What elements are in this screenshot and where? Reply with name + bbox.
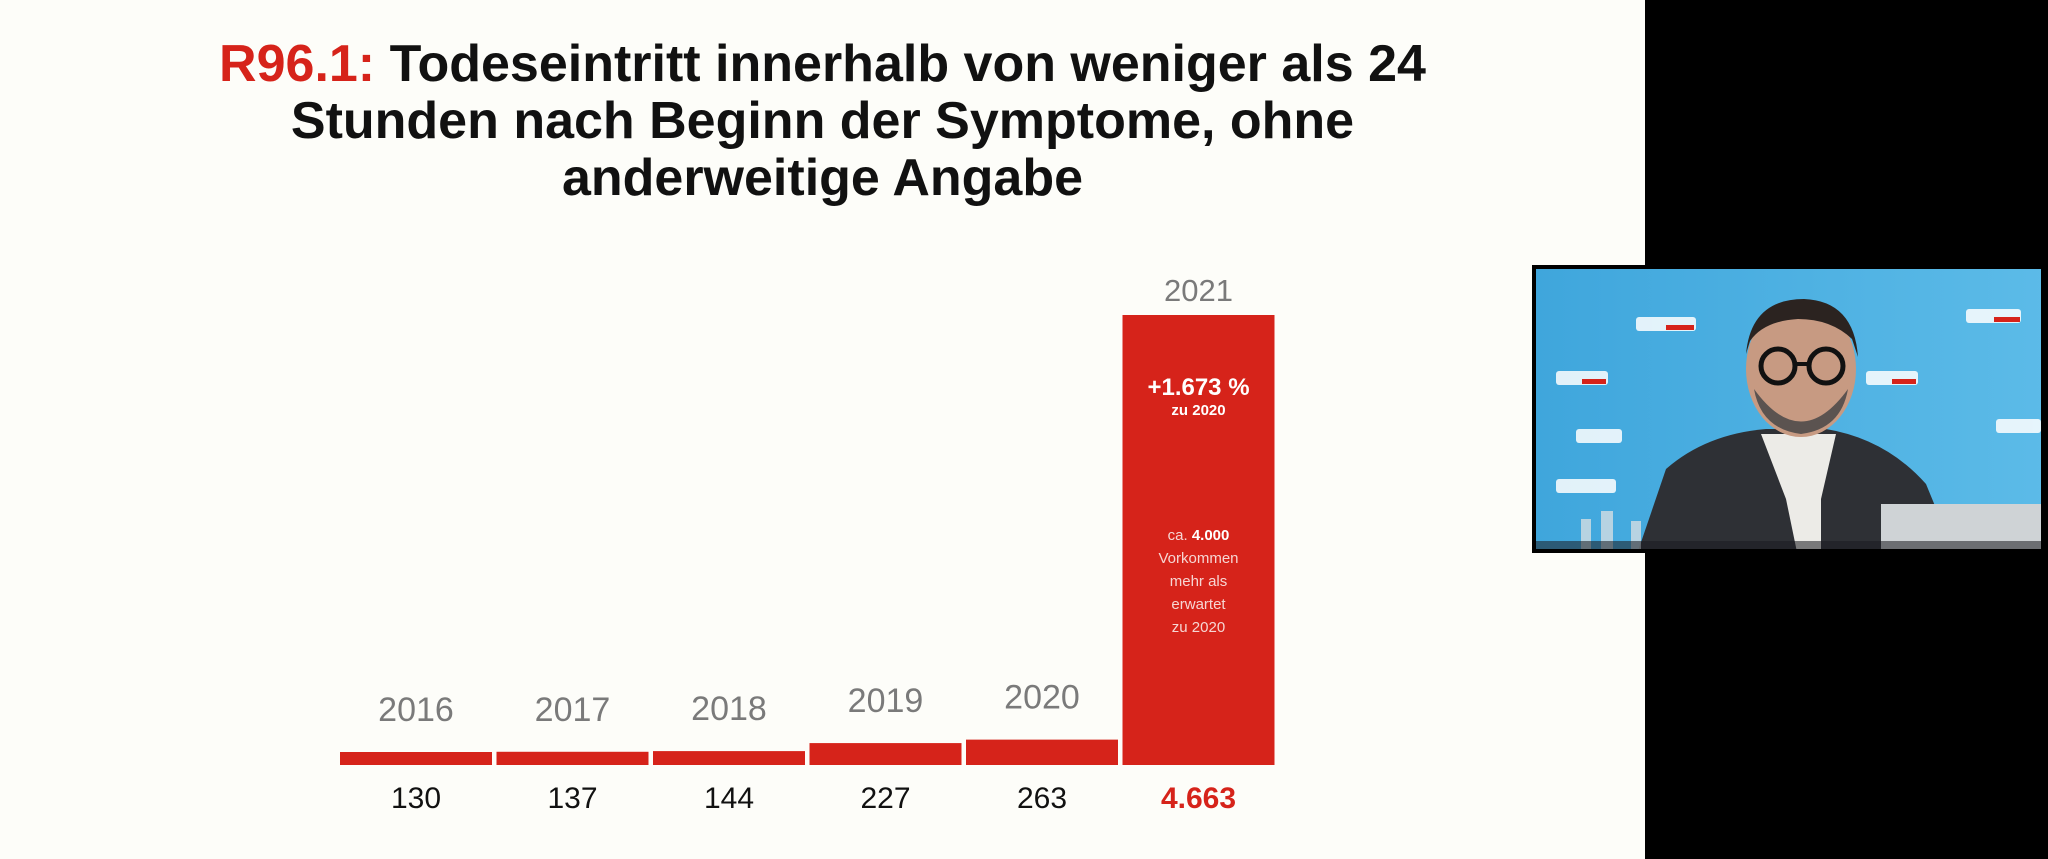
bar-2018 bbox=[653, 751, 805, 765]
speaker-video-overlay bbox=[1532, 265, 2045, 553]
bar-2020 bbox=[966, 739, 1118, 765]
note-line-2: mehr als bbox=[1170, 573, 1228, 590]
value-label-2017: 137 bbox=[547, 782, 597, 815]
value-label-2019: 227 bbox=[860, 782, 910, 815]
year-label-2020: 2020 bbox=[1004, 679, 1080, 717]
bar-2016 bbox=[340, 752, 492, 765]
value-label-2018: 144 bbox=[704, 782, 754, 815]
year-label-2017: 2017 bbox=[535, 691, 611, 729]
value-label-2021: 4.663 bbox=[1161, 782, 1236, 815]
value-label-2016: 130 bbox=[391, 782, 441, 815]
presentation-slide: R96.1: Todeseintritt innerhalb von wenig… bbox=[0, 0, 1645, 859]
bar-chart: 2016 130 2017 137 2018 144 2019 227 2020 263 2021 4… bbox=[340, 273, 1275, 815]
title-text: Todeseintritt innerhalb von weniger als … bbox=[290, 35, 1426, 207]
note-number: 4.000 bbox=[1192, 527, 1230, 544]
title-code: R96.1: bbox=[219, 35, 376, 93]
bar-2019 bbox=[809, 743, 962, 765]
note-line-1: Vorkommen bbox=[1158, 550, 1238, 567]
annotation-subtitle: zu 2020 bbox=[1171, 402, 1225, 419]
note-line-4: zu 2020 bbox=[1172, 619, 1225, 636]
note-line-3: erwartet bbox=[1171, 596, 1226, 613]
year-label-2021: 2021 bbox=[1164, 273, 1233, 308]
bar-2021 bbox=[1122, 315, 1275, 765]
annotation-percent: +1.673 % bbox=[1147, 374, 1249, 401]
year-label-2016: 2016 bbox=[378, 691, 454, 729]
year-label-2018: 2018 bbox=[691, 690, 767, 728]
note-line-0: ca. 4.000 bbox=[1168, 527, 1230, 544]
bar-2017 bbox=[496, 751, 649, 765]
speaker-video-icon bbox=[1536, 269, 2041, 549]
value-label-2020: 263 bbox=[1017, 782, 1067, 815]
year-label-2019: 2019 bbox=[848, 682, 924, 720]
slide-title: R96.1: Todeseintritt innerhalb von wenig… bbox=[150, 36, 1495, 207]
